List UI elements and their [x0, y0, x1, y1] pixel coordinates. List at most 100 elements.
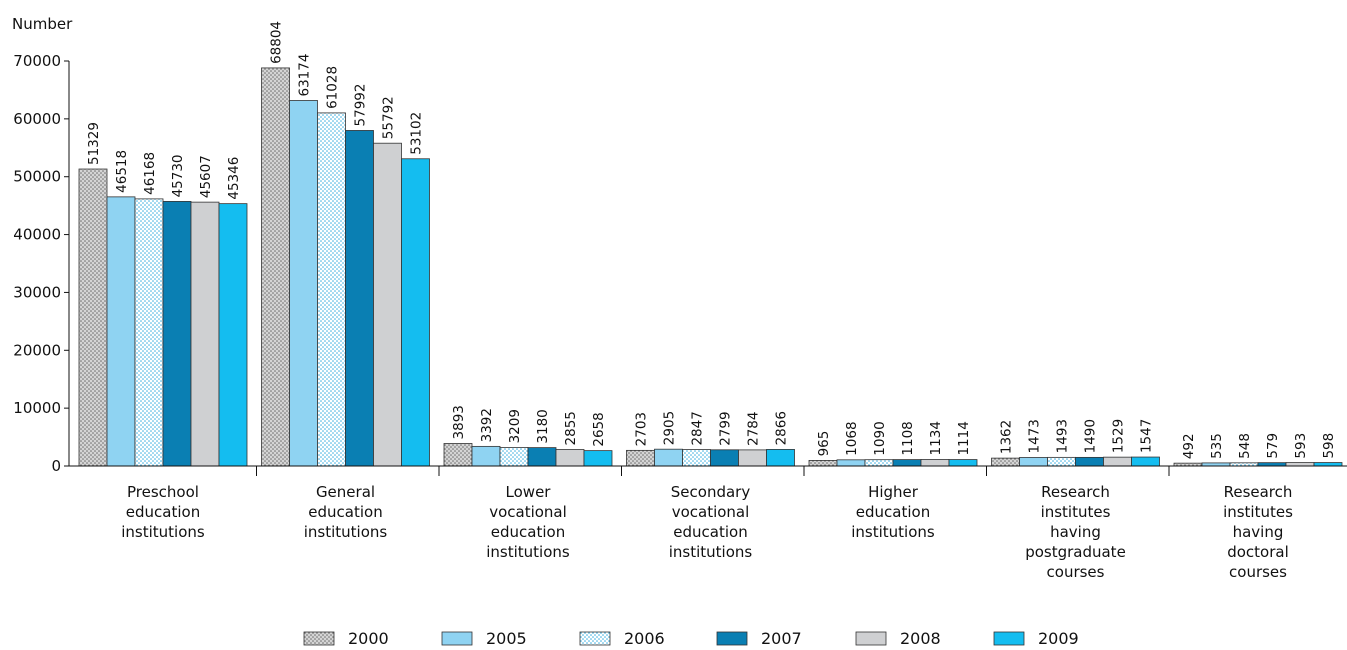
category-label-line: institutes [1041, 503, 1111, 521]
bar-2006 [864, 459, 894, 467]
data-label: 2799 [718, 411, 734, 445]
category-label-line: vocational [672, 503, 750, 521]
bar-2007 [527, 447, 557, 467]
bar-2000 [78, 168, 108, 467]
bar-2007 [345, 130, 374, 467]
y-tick-label: 40000 [13, 226, 61, 244]
category-label: Lower vocational education institutions [486, 483, 570, 561]
category-label-line: Higher [868, 483, 919, 501]
y-tick-label: 0 [51, 457, 61, 475]
y-tick-label: 50000 [13, 168, 61, 186]
category-label-line: Research [1041, 483, 1110, 501]
bar-2008 [1103, 456, 1132, 467]
bar-2007 [1075, 456, 1104, 467]
data-label: 2847 [690, 411, 706, 445]
legend-swatch-2006 [579, 631, 611, 646]
legend-label-2006: 2006 [624, 629, 665, 648]
bar-2009 [218, 203, 248, 467]
data-label: 2855 [563, 411, 579, 445]
data-label: 1108 [900, 421, 916, 455]
category-label-line: institutes [1223, 503, 1293, 521]
data-label: 535 [1209, 433, 1225, 459]
category-label-line: Lower [506, 483, 552, 501]
bar-2000 [991, 457, 1020, 467]
data-label: 68804 [269, 21, 285, 64]
bar-2008 [190, 201, 220, 467]
category-label-line: postgraduate [1025, 543, 1126, 561]
x-axis: Preschool education institutions General edu… [69, 465, 1347, 581]
data-label: 2703 [634, 412, 650, 446]
category-label-line: institutions [486, 543, 570, 561]
data-label: 1490 [1083, 419, 1099, 453]
data-label: 579 [1265, 433, 1281, 459]
data-label: 46518 [114, 150, 130, 193]
category-label-line: institutions [851, 523, 935, 541]
bar-2008 [920, 459, 950, 467]
y-axis: 0 10000 20000 30000 40000 50000 60000 70000 [13, 52, 70, 475]
category-label-line: education [673, 523, 747, 541]
bar-2007 [1257, 462, 1287, 467]
data-label: 61028 [325, 66, 341, 109]
data-label: 1134 [928, 421, 944, 455]
bar-2009 [948, 459, 978, 467]
legend: 2000 2005 2006 2007 2008 2009 [303, 629, 1079, 648]
bar-2005 [654, 448, 683, 467]
data-label: 55792 [381, 96, 397, 139]
data-label: 46168 [142, 152, 158, 195]
category-label: Higher education institutions [851, 483, 935, 541]
data-label: 1473 [1027, 419, 1043, 453]
bar-2007 [892, 459, 922, 467]
data-label: 492 [1181, 433, 1197, 459]
legend-swatch-2007 [716, 631, 748, 646]
category-label-line: Preschool [127, 483, 199, 501]
category-label-line: education [491, 523, 565, 541]
bar-2007 [162, 201, 192, 467]
bar-2006 [317, 112, 346, 467]
data-label: 3893 [451, 405, 467, 439]
data-label: 593 [1293, 433, 1309, 459]
bar-2000 [261, 67, 290, 467]
data-label: 1090 [872, 421, 888, 455]
bar-2006 [682, 449, 711, 467]
category-label-line: having [1233, 523, 1284, 541]
category-label: General education institutions [304, 483, 388, 541]
bar-2009 [583, 450, 613, 467]
data-label: 2905 [662, 411, 678, 445]
y-tick-label: 60000 [13, 110, 61, 128]
bar-2005 [1019, 457, 1048, 467]
bars [78, 67, 1343, 467]
category-label-line: institutions [121, 523, 205, 541]
category-label-line: education [126, 503, 200, 521]
data-label: 1362 [999, 420, 1015, 454]
legend-label-2000: 2000 [348, 629, 389, 648]
category-label-line: education [856, 503, 930, 521]
bar-2006 [1047, 456, 1076, 467]
y-axis-title: Number [12, 15, 73, 33]
data-label: 3392 [479, 408, 495, 442]
bar-2009 [401, 158, 430, 467]
data-label: 1493 [1055, 419, 1071, 453]
y-tick-label: 10000 [13, 399, 61, 417]
data-label: 2866 [774, 411, 790, 445]
data-label: 3209 [507, 409, 523, 443]
bar-2000 [626, 449, 655, 467]
bar-2008 [373, 142, 402, 467]
legend-label-2005: 2005 [486, 629, 527, 648]
bar-2000 [808, 460, 838, 467]
bar-2005 [289, 100, 318, 467]
category-label: Preschool education institutions [121, 483, 205, 541]
data-label: 1529 [1111, 419, 1127, 453]
data-label: 2784 [746, 412, 762, 446]
category-label-line: doctoral [1227, 543, 1289, 561]
category-label-line: having [1050, 523, 1101, 541]
data-labels: 51329 46518 46168 45730 45607 45346 68804 63174… [86, 21, 1337, 459]
legend-label-2008: 2008 [900, 629, 941, 648]
bar-2009 [1313, 462, 1343, 467]
bar-2005 [106, 196, 136, 467]
data-label: 45730 [170, 154, 186, 197]
category-label: Research institutes having postgraduate cour… [1025, 483, 1126, 581]
bar-2008 [555, 449, 585, 467]
bar-2005 [471, 445, 501, 467]
category-label-line: Research [1224, 483, 1293, 501]
